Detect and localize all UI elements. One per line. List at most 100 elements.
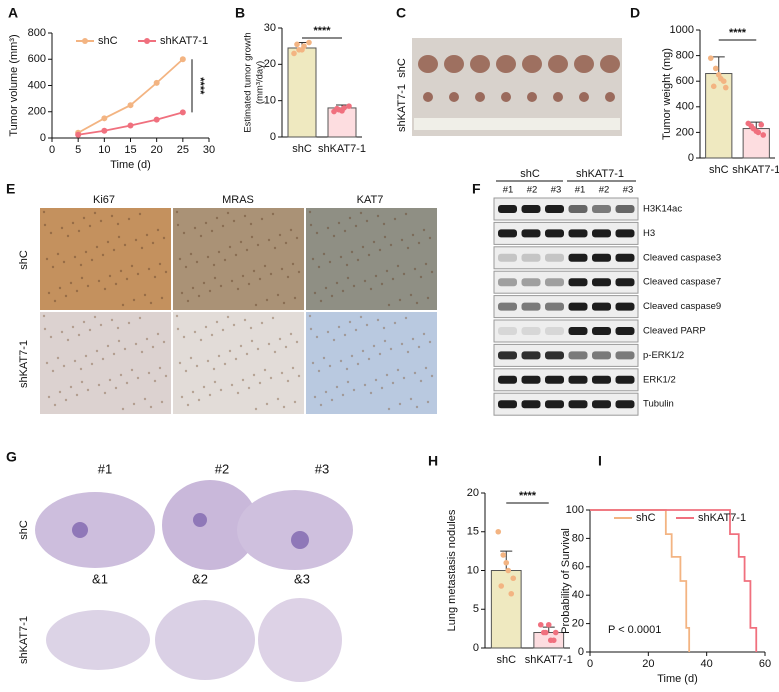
cell <box>406 246 410 250</box>
blot-strip <box>493 343 639 367</box>
cell <box>75 393 79 397</box>
group-label: shKAT7-1 <box>576 168 624 180</box>
cell <box>271 316 275 320</box>
band <box>521 205 541 213</box>
cell <box>71 325 75 329</box>
band <box>521 400 541 409</box>
cell <box>382 222 386 226</box>
cell <box>249 326 253 330</box>
data-point <box>550 637 557 644</box>
data-point <box>537 621 544 628</box>
cell <box>350 354 354 358</box>
band-label: Tubulin <box>643 399 674 410</box>
x-tick-label: 40 <box>701 658 713 670</box>
x-tick-label: 20 <box>642 658 654 670</box>
cell <box>71 221 75 225</box>
panel-letter: F <box>472 181 481 197</box>
x-tick-label: 20 <box>151 144 163 156</box>
cell <box>326 330 330 334</box>
cell <box>232 219 236 223</box>
cell <box>149 301 153 305</box>
cell <box>195 260 199 264</box>
x-tick-label: shC <box>292 143 312 155</box>
cell <box>97 383 101 387</box>
band <box>498 205 517 213</box>
cell <box>130 368 134 372</box>
cell <box>226 315 230 319</box>
cell <box>258 381 262 385</box>
cell <box>79 367 83 371</box>
cell <box>254 407 258 411</box>
cell <box>230 279 234 283</box>
significance: **** <box>194 77 206 95</box>
cell <box>260 321 264 325</box>
lane-label: #3 <box>551 185 562 196</box>
cell <box>180 291 184 295</box>
cell <box>430 270 434 274</box>
cell <box>346 276 350 280</box>
y-tick-label: 30 <box>264 22 276 34</box>
data-point <box>753 128 760 134</box>
band <box>615 229 635 238</box>
cell <box>241 274 245 278</box>
tumor <box>553 92 563 102</box>
cell <box>93 211 97 215</box>
nodule <box>193 513 207 527</box>
cell <box>116 222 120 226</box>
cell <box>93 315 97 319</box>
cell <box>426 400 430 404</box>
lung-section <box>46 610 150 670</box>
cell <box>263 264 267 268</box>
cell <box>372 240 376 244</box>
y-tick-label: 40 <box>572 589 584 601</box>
band-label: Cleaved caspase9 <box>643 301 721 312</box>
cell <box>317 265 321 269</box>
data-point <box>510 575 517 582</box>
cell <box>385 373 389 377</box>
cell <box>419 379 423 383</box>
cell <box>119 373 123 377</box>
cell <box>245 352 249 356</box>
cell <box>389 243 393 247</box>
band <box>592 351 611 360</box>
cell <box>356 362 360 366</box>
cell <box>47 395 51 399</box>
cell <box>42 314 46 318</box>
y-tick-label: 200 <box>28 106 46 118</box>
cell <box>250 235 254 239</box>
cell <box>297 270 301 274</box>
cell <box>204 221 208 225</box>
y-tick-label: 0 <box>40 132 46 144</box>
cell <box>103 287 107 291</box>
y-tick-label: 800 <box>28 27 46 39</box>
cell <box>391 277 395 281</box>
cell <box>47 291 51 295</box>
cell <box>153 275 157 279</box>
cell <box>385 269 389 273</box>
tumor <box>501 92 511 102</box>
data-point <box>495 528 502 535</box>
cell <box>153 379 157 383</box>
cell <box>73 255 77 259</box>
lane-label: #2 <box>527 185 538 196</box>
series-line <box>590 509 758 652</box>
data-point <box>720 78 727 84</box>
x-tick-label: 0 <box>587 658 593 670</box>
sample-label: #2 <box>215 461 229 476</box>
y-tick-label: 15 <box>467 526 479 538</box>
cell <box>271 212 275 216</box>
cell <box>223 362 227 366</box>
cell <box>330 294 334 298</box>
data-point <box>291 50 297 57</box>
tumor <box>475 92 485 102</box>
ruler <box>414 118 620 130</box>
cell <box>265 298 269 302</box>
cell <box>389 347 393 351</box>
x-tick-label: shKAT7-1 <box>318 143 366 155</box>
band <box>592 229 611 238</box>
blot-strip <box>493 270 639 294</box>
band <box>521 229 541 238</box>
cell <box>62 364 66 368</box>
cell <box>176 327 180 331</box>
data-point <box>127 102 134 109</box>
